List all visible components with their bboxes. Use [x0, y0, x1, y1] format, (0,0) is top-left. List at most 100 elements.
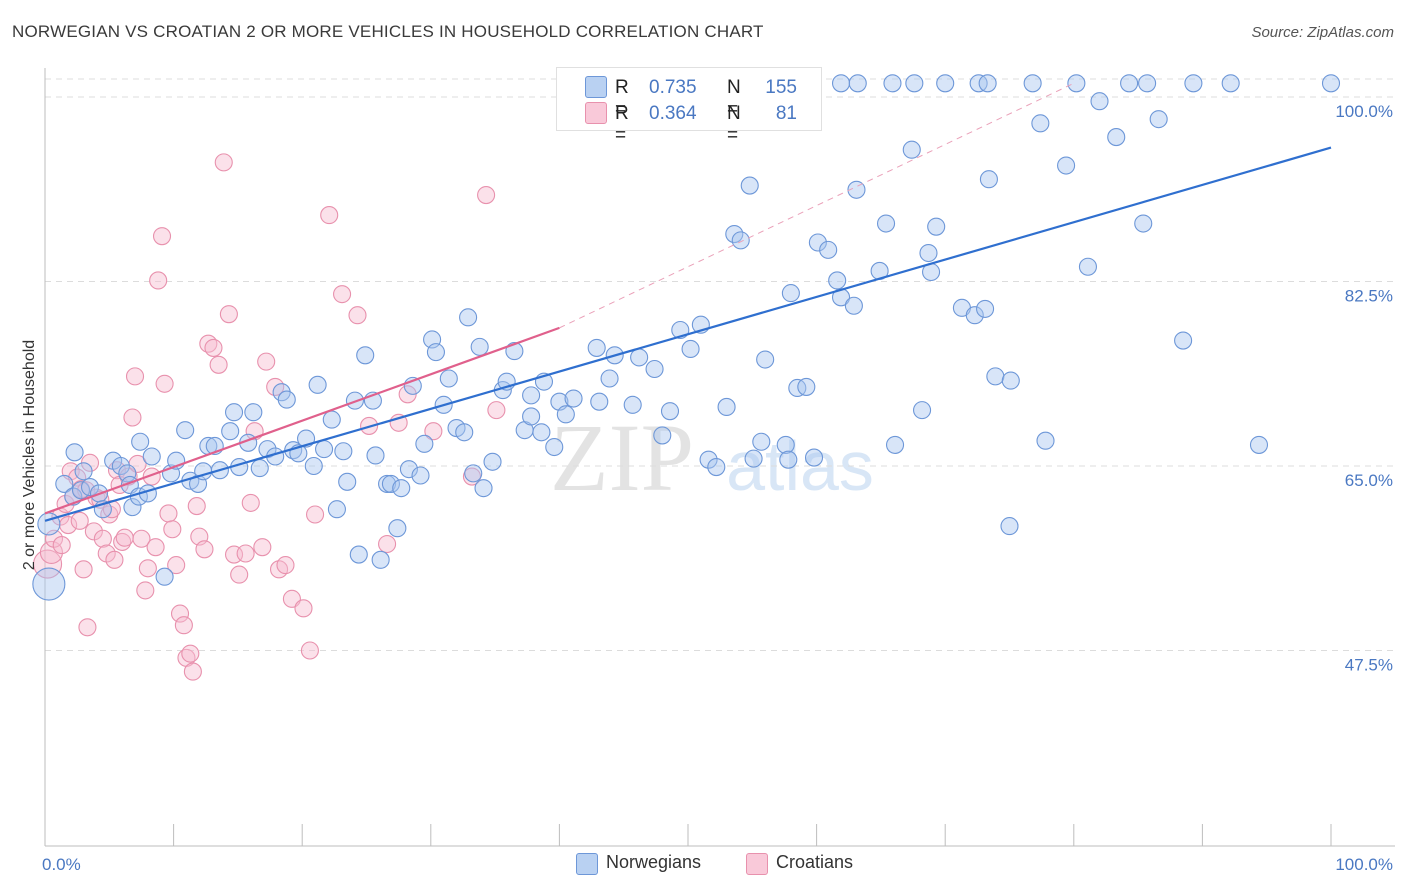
norwegian-point [590, 392, 609, 411]
croatian-point [398, 385, 417, 404]
norwegian-point [1078, 257, 1097, 276]
norwegian-point [338, 472, 357, 491]
norwegian-point [681, 339, 700, 359]
norwegian-point [752, 432, 771, 451]
norwegian-point [426, 343, 445, 362]
trend-lines [44, 82, 1332, 522]
norwegian-point [155, 567, 174, 586]
croatian-point [132, 529, 151, 548]
croatian-point [174, 616, 193, 635]
norwegian-point [411, 466, 430, 485]
norwegian-point [828, 271, 847, 290]
norwegian-point [788, 378, 807, 398]
croatian-point [78, 618, 97, 637]
norwegian-point [653, 426, 672, 445]
norwegian-point [356, 346, 375, 365]
legend-n-label: N = [727, 103, 741, 146]
croatian-point [187, 497, 206, 516]
norwegian-point [80, 478, 100, 497]
croatian-point [195, 540, 214, 559]
norwegian-point [623, 395, 642, 414]
norwegian-point [919, 243, 938, 263]
croatian-point [209, 355, 228, 374]
y-tick-label: 82.5% [1345, 287, 1393, 306]
norwegian-point [483, 452, 502, 471]
norwegian-point [505, 342, 524, 361]
norwegian-point [1174, 331, 1193, 350]
norwegian-point [378, 474, 397, 493]
norwegian-point [459, 308, 478, 327]
norwegian-point [277, 390, 296, 409]
norwegian-point [1090, 92, 1109, 111]
blue-swatch-icon [576, 853, 598, 875]
norwegian-point [600, 369, 619, 388]
norwegian-point [699, 450, 718, 469]
norwegian-point [371, 550, 390, 569]
croatian-point [236, 544, 255, 563]
y-axis-title: 2 or more Vehicles in Household [21, 339, 38, 571]
norwegians-points [32, 74, 1341, 601]
legend-n-value: 155 [765, 77, 797, 98]
norwegian-point [847, 180, 866, 199]
norwegian-point [556, 405, 575, 424]
norwegian-point [142, 447, 161, 466]
stats-legend: R = 0.735 N = 155 R = 0.364 N = 81 [556, 67, 822, 146]
norwegian-point [808, 233, 827, 252]
norwegian-point [37, 512, 61, 536]
croatian-point [123, 408, 142, 427]
norwegian-point [1149, 110, 1168, 129]
norwegian-point [334, 442, 353, 461]
norwegian-point [1023, 74, 1042, 93]
norwegian-point [474, 479, 493, 498]
norwegian-point [717, 397, 736, 417]
norwegian-point [55, 474, 74, 493]
norwegian-point [111, 456, 130, 476]
croatian-trend-extension [559, 82, 1075, 329]
blue-swatch-icon [585, 76, 607, 98]
croatian-trend-line [44, 326, 560, 515]
croatian-point [146, 538, 165, 557]
norwegian-point [322, 410, 341, 429]
norwegian-point [455, 423, 474, 442]
watermark-zip: ZIP [550, 404, 694, 511]
norwegian-point [327, 500, 346, 519]
axes [44, 68, 1395, 847]
legend-n-label: N = [727, 77, 741, 120]
norwegian-point [532, 423, 551, 442]
norwegian-point [388, 519, 407, 538]
norwegian-point [545, 437, 564, 457]
croatian-point [204, 338, 223, 357]
pink-swatch-icon [585, 102, 607, 124]
norwegian-point [224, 403, 244, 422]
croatian-point [219, 305, 238, 324]
legend-r-label: R = [615, 77, 629, 120]
norwegian-point [366, 446, 385, 465]
croatian-point [70, 511, 89, 530]
norwegian-point [756, 350, 775, 369]
norwegian-point [439, 369, 458, 388]
norwegian-point [831, 74, 851, 93]
legend-r-value: 0.735 [649, 77, 697, 98]
norwegian-point [304, 456, 323, 476]
croatian-point [93, 529, 112, 548]
norwegian-point [876, 214, 896, 233]
legend-r-value: 0.364 [649, 103, 697, 124]
norwegian-point [781, 284, 800, 303]
tick-labels: 47.5% 65.0% 82.5% 100.0% 0.0% 100.0% [42, 102, 1393, 874]
croatian-point [170, 604, 190, 623]
croatian-point [378, 534, 397, 554]
croatian-point [348, 306, 367, 325]
norwegian-point [1138, 74, 1157, 93]
norwegian-point [381, 474, 400, 493]
norwegian-point [176, 421, 195, 440]
norwegian-point [587, 338, 606, 357]
norwegian-point [630, 348, 649, 367]
y-tick-label: 100.0% [1335, 102, 1393, 121]
norwegian-point [118, 464, 137, 483]
norwegian-point [660, 402, 680, 421]
y-tick-label: 47.5% [1345, 656, 1393, 675]
norwegian-point [1067, 74, 1086, 93]
norwegian-point [731, 231, 750, 250]
norwegian-point [965, 306, 984, 325]
norwegian-point [74, 462, 93, 481]
